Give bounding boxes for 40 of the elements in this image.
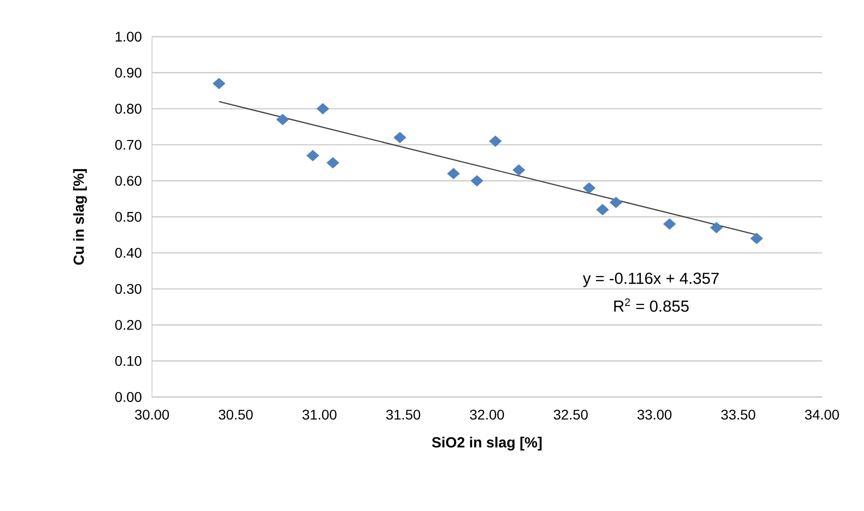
y-tick-label: 0.20 — [115, 320, 142, 330]
x-tick-label: 31.00 — [302, 410, 336, 420]
annotation: y = -0.116x + 4.357 — [582, 272, 719, 288]
y-axis-title: Cu in slag [%] — [73, 169, 87, 265]
point — [470, 175, 484, 186]
point — [582, 182, 596, 194]
point — [596, 204, 609, 216]
annotation: R$^{2}$ = 0.855 — [614, 298, 689, 312]
point — [750, 232, 763, 244]
point — [610, 196, 622, 208]
x-axis-title: SiO2 in slag [%] — [432, 436, 542, 451]
point — [489, 136, 502, 147]
y-tick-label: 0.30 — [115, 284, 142, 294]
point — [710, 222, 723, 234]
x-tick-label: 31.50 — [386, 410, 420, 420]
y-tick-label: 0.80 — [115, 104, 142, 114]
point — [447, 168, 460, 180]
x-tick-label: 34.00 — [805, 410, 839, 420]
y-tick-label: 1.00 — [116, 32, 142, 42]
point — [326, 157, 340, 168]
y-tick-label: 0.10 — [115, 356, 142, 366]
x-tick-label: 33.00 — [638, 410, 672, 420]
point — [212, 78, 226, 90]
point — [663, 218, 676, 230]
x-tick-label: 33.50 — [721, 410, 756, 420]
x-tick-label: 32.00 — [470, 410, 504, 420]
point — [316, 103, 330, 114]
y-tick-label: 0.70 — [115, 140, 142, 150]
y-tick-label: 0.00 — [115, 392, 142, 402]
x-tick-label: 32.50 — [554, 410, 588, 420]
y-tick-label: 0.90 — [115, 68, 142, 78]
point — [306, 150, 320, 162]
x-tick-label: 30.50 — [218, 410, 253, 420]
x-tick-label: 30.00 — [135, 410, 169, 420]
y-tick-label: 0.40 — [115, 248, 142, 258]
point — [512, 164, 526, 176]
point — [276, 114, 289, 126]
y-tick-label: 0.50 — [115, 212, 142, 222]
point — [394, 132, 406, 144]
y-tick-label: 0.60 — [115, 176, 142, 186]
